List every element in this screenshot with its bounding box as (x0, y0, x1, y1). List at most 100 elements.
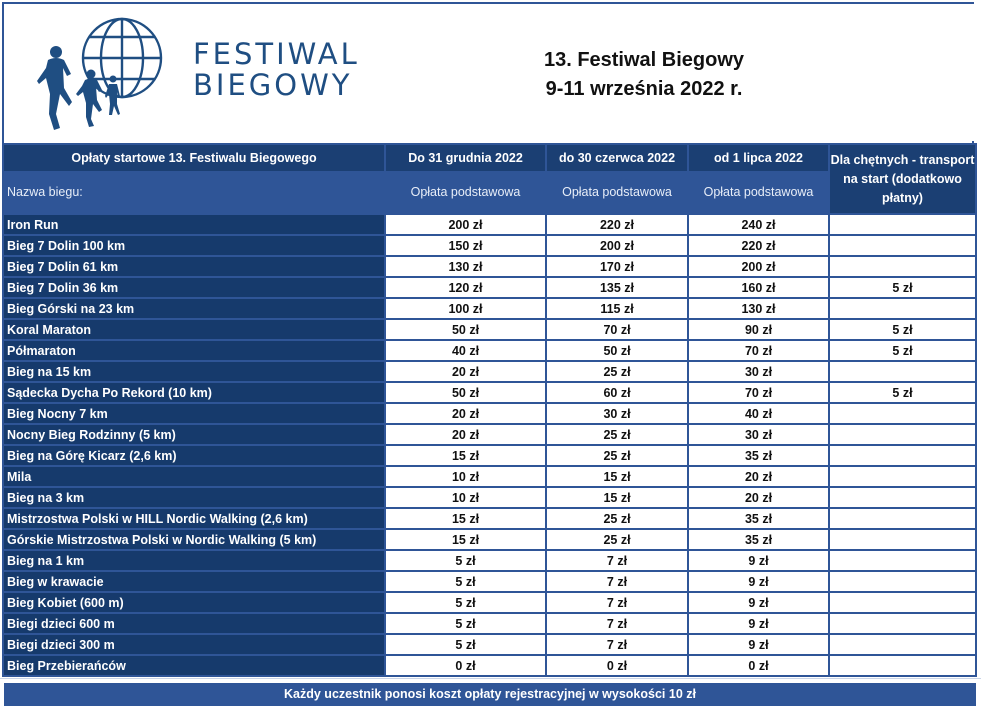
race-name: Bieg 7 Dolin 36 km (4, 276, 386, 298)
fee-period-2: 7 zł (546, 549, 689, 571)
fee-period-3: 9 zł (688, 633, 830, 655)
transport-fee (829, 465, 977, 487)
transport-fee: 5 zł (829, 381, 977, 403)
table-row: Bieg Kobiet (600 m) 5 zł 7 zł 9 zł (4, 591, 977, 613)
table-row: Iron Run 200 zł 220 zł 240 zł (4, 213, 977, 235)
fee-period-3: 20 zł (688, 465, 830, 487)
brand-wordmark: FESTIWAL BIEGOWY (193, 39, 360, 101)
fee-period-3: 160 zł (688, 276, 830, 298)
race-name: Bieg 7 Dolin 61 km (4, 255, 386, 277)
fee-period-3: 70 zł (688, 381, 830, 403)
transport-fee (829, 612, 977, 634)
race-name: Bieg na 15 km (4, 360, 386, 382)
transport-fee (829, 633, 977, 655)
table-row: Bieg Górski na 23 km 100 zł 115 zł 130 zł (4, 297, 977, 319)
fee-period-2: 60 zł (546, 381, 689, 403)
transport-fee (829, 234, 977, 256)
fee-period-2: 0 zł (546, 654, 689, 677)
registration-fee-note: Każdy uczestnik ponosi koszt opłaty reje… (4, 683, 976, 706)
race-name: Bieg Górski na 23 km (4, 297, 386, 319)
brand-line-2: BIEGOWY (193, 68, 353, 102)
transport-fee (829, 213, 977, 235)
fee-period-2: 25 zł (546, 423, 689, 445)
fee-period-3: 20 zł (688, 486, 830, 508)
table-row: Bieg w krawacie 5 zł 7 zł 9 zł (4, 570, 977, 592)
table-row: Bieg 7 Dolin 36 km 120 zł 135 zł 160 zł 5 zł (4, 276, 977, 298)
title-line-2: 9-11 września 2022 r. (545, 78, 743, 100)
transport-fee: 5 zł (829, 276, 977, 298)
fee-period-1: 15 zł (385, 507, 547, 529)
fee-period-3: 9 zł (688, 612, 830, 634)
transport-fee (829, 486, 977, 508)
period-header-3: od 1 lipca 2022 (688, 143, 830, 171)
fee-period-2: 220 zł (546, 213, 689, 235)
fee-period-3: 9 zł (688, 591, 830, 613)
table-row: Bieg na Górę Kicarz (2,6 km) 15 zł 25 zł 35… (4, 444, 977, 466)
fee-period-3: 90 zł (688, 318, 830, 340)
race-name: Bieg Kobiet (600 m) (4, 591, 386, 613)
period-header-2: do 30 czerwca 2022 (546, 143, 689, 171)
fee-period-1: 5 zł (385, 591, 547, 613)
fee-period-1: 120 zł (385, 276, 547, 298)
fee-period-1: 0 zł (385, 654, 547, 677)
race-name: Górskie Mistrzostwa Polski w Nordic Walk… (4, 528, 386, 550)
race-name: Bieg Nocny 7 km (4, 402, 386, 424)
race-name: Sądecka Dycha Po Rekord (10 km) (4, 381, 386, 403)
race-name: Mila (4, 465, 386, 487)
fee-period-2: 200 zł (546, 234, 689, 256)
fee-period-3: 200 zł (688, 255, 830, 277)
table-row: Bieg na 1 km 5 zł 7 zł 9 zł (4, 549, 977, 571)
transport-header: Dla chętnych - transport na start (dodat… (829, 143, 977, 214)
table-row: Bieg na 3 km 10 zł 15 zł 20 zł (4, 486, 977, 508)
table-row: Sądecka Dycha Po Rekord (10 km) 50 zł 60 z… (4, 381, 977, 403)
race-name: Bieg w krawacie (4, 570, 386, 592)
title-line-1: 13. Festiwal Biegowy (543, 49, 745, 71)
race-name: Bieg Przebierańców (4, 654, 386, 677)
table-subheader-row: Nazwa biegu: Opłata podstawowa Opłata po… (4, 171, 976, 214)
race-name: Biegi dzieci 600 m (4, 612, 386, 634)
table-row: Nocny Bieg Rodzinny (5 km) 20 zł 25 zł 30 z… (4, 423, 977, 445)
transport-fee (829, 549, 977, 571)
fee-period-2: 50 zł (546, 339, 689, 361)
fee-period-3: 0 zł (688, 654, 830, 677)
fee-period-3: 9 zł (688, 570, 830, 592)
divider (0, 678, 981, 679)
transport-fee (829, 528, 977, 550)
fee-period-2: 25 zł (546, 444, 689, 466)
transport-fee (829, 507, 977, 529)
fee-period-1: 15 zł (385, 528, 547, 550)
race-name: Bieg 7 Dolin 100 km (4, 234, 386, 256)
fee-period-1: 130 zł (385, 255, 547, 277)
fee-period-1: 5 zł (385, 570, 547, 592)
table-title: Opłaty startowe 13. Festiwalu Biegowego (4, 143, 386, 171)
fee-period-2: 25 zł (546, 528, 689, 550)
fee-period-1: 15 zł (385, 444, 547, 466)
fee-period-1: 20 zł (385, 423, 547, 445)
fee-period-2: 135 zł (546, 276, 689, 298)
table-row: Mila 10 zł 15 zł 20 zł (4, 465, 977, 487)
fee-period-3: 35 zł (688, 444, 830, 466)
fee-period-3: 35 zł (688, 507, 830, 529)
table-row: Bieg Nocny 7 km 20 zł 30 zł 40 zł (4, 402, 977, 424)
fee-period-1: 150 zł (385, 234, 547, 256)
transport-fee (829, 591, 977, 613)
runners-globe-logo-icon (37, 17, 163, 130)
fee-period-2: 25 zł (546, 507, 689, 529)
fee-period-2: 170 zł (546, 255, 689, 277)
race-name: Bieg na Górę Kicarz (2,6 km) (4, 444, 386, 466)
fee-period-2: 7 zł (546, 591, 689, 613)
transport-fee (829, 444, 977, 466)
transport-fee: 5 zł (829, 339, 977, 361)
transport-fee (829, 360, 977, 382)
table-row: Górskie Mistrzostwa Polski w Nordic Walk… (4, 528, 977, 550)
race-name: Bieg na 3 km (4, 486, 386, 508)
table-row: Bieg 7 Dolin 100 km 150 zł 200 zł 220 zł (4, 234, 977, 256)
table-header-row: Opłaty startowe 13. Festiwalu Biegowego … (4, 143, 977, 214)
fee-label-1: Opłata podstawowa (385, 171, 547, 214)
fee-period-3: 30 zł (688, 360, 830, 382)
fee-period-3: 30 zł (688, 423, 830, 445)
transport-fee (829, 654, 977, 677)
fee-period-1: 200 zł (385, 213, 547, 235)
fee-period-3: 40 zł (688, 402, 830, 424)
fee-period-1: 100 zł (385, 297, 547, 319)
